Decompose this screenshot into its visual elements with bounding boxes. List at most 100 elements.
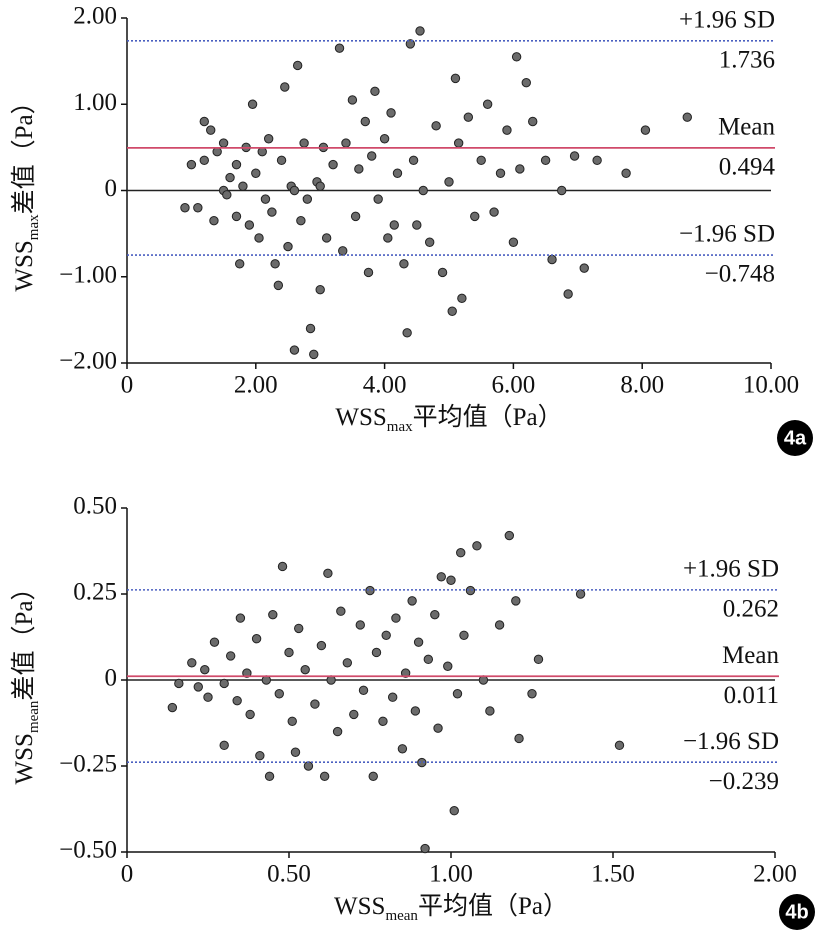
point (424, 237, 435, 247)
y-tick-label: −2.00 (59, 348, 117, 375)
reference-value: −0.239 (709, 768, 779, 795)
point (431, 121, 441, 131)
point (277, 561, 288, 572)
point (358, 685, 369, 696)
point (367, 151, 377, 161)
point (392, 168, 403, 178)
point (303, 761, 314, 771)
point (206, 125, 216, 135)
x-axis-label: WSSmean平均值（Pa） (334, 892, 568, 925)
point (485, 706, 495, 716)
x-label-sub: mean (385, 908, 418, 924)
point (231, 159, 242, 170)
point (273, 280, 284, 291)
reference-name: +1.96 SD (683, 556, 779, 583)
reference-name: +1.96 SD (679, 7, 775, 34)
point (251, 634, 262, 644)
x-axis-label: WSSmax平均值（Pa） (335, 403, 562, 436)
x-tick-label: 0 (121, 372, 134, 399)
reference-value: 0.262 (723, 596, 779, 623)
point (592, 155, 602, 166)
point (459, 630, 469, 640)
point (418, 185, 428, 196)
point (465, 585, 476, 596)
point (341, 138, 351, 148)
point (378, 716, 388, 726)
point (423, 654, 434, 665)
panel-badge (777, 420, 813, 456)
point (373, 194, 383, 204)
y-tick-label: 0 (105, 665, 118, 692)
point (450, 73, 461, 84)
point (412, 220, 422, 230)
point (219, 678, 229, 689)
point (489, 207, 499, 217)
point (319, 771, 330, 782)
point (310, 699, 320, 709)
point (321, 233, 332, 243)
point (180, 203, 190, 213)
y-axis-label: WSSmax差值（Pa） (10, 89, 43, 291)
point (218, 138, 229, 148)
point (389, 220, 399, 230)
x-tick-label: 4.00 (363, 372, 407, 399)
point (575, 589, 586, 599)
reference-value: −0.748 (705, 261, 775, 288)
reference-name: −1.96 SD (679, 221, 775, 248)
point (199, 155, 209, 166)
x-tick-label: 10.00 (743, 372, 799, 399)
point (276, 155, 287, 166)
point (299, 138, 309, 148)
point (294, 623, 304, 634)
point (225, 651, 236, 661)
point (402, 328, 412, 338)
x-label-suffix: 平均值（Pa） (418, 892, 568, 920)
point (540, 155, 551, 166)
point (225, 172, 235, 183)
y-tick-label: −0.50 (59, 837, 117, 864)
y-label-main: WSS (11, 240, 38, 291)
point (456, 548, 466, 558)
x-tick-label: 6.00 (492, 372, 536, 399)
y-tick-label: 0.50 (73, 493, 117, 520)
point (280, 82, 290, 92)
point (381, 630, 391, 640)
point (296, 215, 306, 226)
point (433, 723, 443, 733)
point (328, 159, 338, 170)
point (365, 585, 375, 596)
x-tick-label: 2.00 (234, 372, 278, 399)
point (400, 668, 411, 678)
point (287, 716, 297, 726)
y-tick-label: 0 (105, 175, 118, 202)
point (437, 267, 448, 278)
point (476, 155, 486, 166)
point (387, 692, 398, 702)
panel-badge (779, 894, 815, 930)
point (338, 246, 348, 256)
point (231, 211, 242, 222)
point (443, 661, 453, 671)
point (453, 138, 464, 148)
point (264, 771, 275, 782)
point (263, 134, 274, 144)
point (342, 658, 353, 668)
point (174, 678, 184, 689)
point (315, 284, 325, 295)
x-tick-label: 8.00 (620, 372, 664, 399)
point (315, 181, 325, 191)
point (186, 159, 197, 170)
reference-value: 0.011 (724, 682, 779, 709)
point (193, 203, 203, 213)
x-label-main: WSS (335, 404, 386, 431)
point (274, 689, 284, 699)
point (247, 99, 258, 109)
point (579, 263, 589, 273)
point (495, 168, 506, 178)
y-tick-label: 0.25 (73, 579, 117, 606)
point (383, 233, 393, 243)
point (521, 77, 531, 88)
point (452, 689, 463, 699)
point (511, 596, 521, 606)
